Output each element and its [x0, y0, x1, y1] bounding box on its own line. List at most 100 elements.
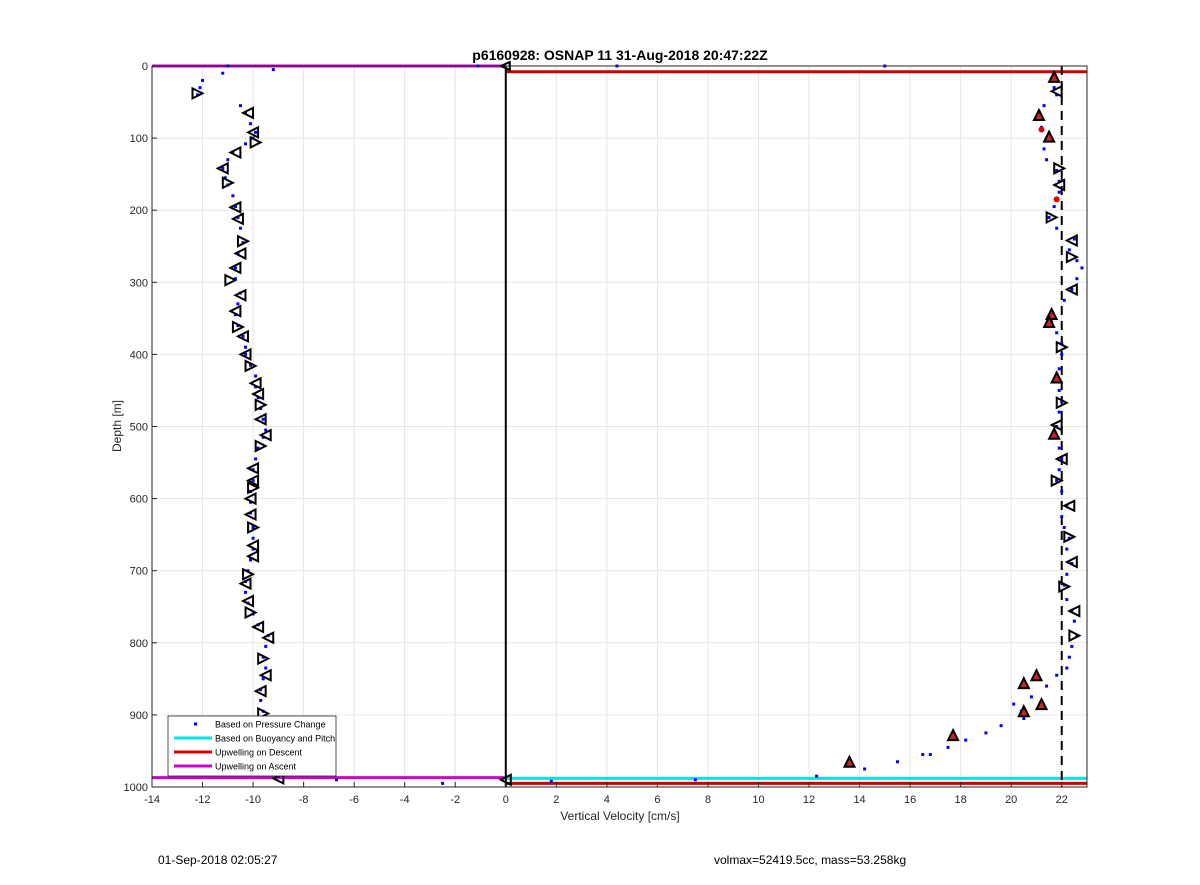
ascent-triangle-marker — [245, 538, 260, 553]
pressure-change-point — [244, 142, 247, 146]
pressure-change-point — [1060, 457, 1064, 461]
y-tick-label: 600 — [130, 494, 148, 506]
x-tick-label: -14 — [144, 794, 160, 806]
pressure-change-point — [815, 774, 819, 778]
ascent-triangle-marker — [236, 234, 251, 248]
pressure-change-point — [1080, 266, 1084, 270]
ascent-triangle-marker — [254, 439, 268, 453]
ascent-triangle-marker — [228, 200, 242, 214]
descent-triangle-marker — [1055, 396, 1069, 410]
pressure-change-point — [1065, 598, 1069, 602]
y-tick-label: 700 — [130, 566, 148, 578]
descent-triangle-marker — [1051, 178, 1066, 192]
ascent-triangle-marker — [258, 428, 272, 442]
pressure-change-point — [693, 778, 697, 782]
ascent-triangle-marker — [228, 304, 242, 318]
legend: Based on Pressure Change Based on Buoyanc… — [167, 715, 337, 777]
pressure-change-point — [256, 446, 260, 450]
ascent-triangle-marker — [250, 620, 265, 634]
descent-triangle-marker — [1067, 604, 1081, 618]
pressure-change-point — [251, 479, 255, 483]
ascent-triangle-marker — [228, 145, 242, 160]
ascent-triangle-marker — [238, 577, 252, 591]
ascent-triangle-marker — [235, 329, 249, 343]
pressure-change-point — [441, 781, 445, 785]
y-tick-label: 300 — [130, 277, 148, 289]
descent-triangle-marker — [1064, 555, 1078, 569]
pressure-change-point — [1057, 468, 1061, 472]
pressure-change-point — [1045, 158, 1049, 162]
ascent-triangle-marker — [245, 461, 260, 475]
y-tick-label: 800 — [130, 638, 148, 650]
pressure-change-point — [241, 334, 245, 338]
pressure-change-point — [198, 86, 202, 90]
pressure-change-point — [264, 428, 268, 432]
x-tick-label: 0 — [503, 794, 509, 806]
pressure-change-point — [895, 760, 899, 764]
ascent-triangle-marker — [224, 273, 238, 287]
ascent-triangle-marker — [257, 652, 271, 666]
pressure-change-point — [254, 130, 258, 134]
pressure-change-point — [271, 68, 275, 72]
legend-swatch-dot — [194, 722, 197, 726]
pressure-change-point — [259, 698, 263, 702]
pressure-change-point — [1042, 104, 1046, 108]
pressure-change-point — [1075, 259, 1079, 263]
ascent-triangle-marker — [243, 507, 257, 522]
ascent-triangle-marker — [244, 359, 258, 373]
ascent-triangle-marker — [250, 387, 265, 401]
y-tick-label: 900 — [130, 710, 148, 722]
pressure-change-point — [1072, 237, 1076, 241]
descent-triangle-marker — [1064, 282, 1078, 297]
pressure-change-point — [244, 590, 247, 594]
pressure-change-point — [1065, 504, 1069, 508]
pressure-change-point — [1065, 547, 1069, 551]
pressure-change-point — [1075, 634, 1079, 638]
x-tick-label: 8 — [705, 794, 711, 806]
x-tick-label: 18 — [955, 794, 967, 806]
pressure-change-point — [1042, 147, 1046, 151]
legend-label: Upwelling on Descent — [215, 748, 303, 758]
y-axis-label: Depth [m] — [110, 400, 124, 452]
pressure-change-point — [921, 753, 925, 757]
x-tick-label: 14 — [853, 794, 865, 806]
pressure-change-point — [201, 78, 205, 82]
pressure-change-point — [1029, 695, 1033, 699]
descent-red-marker — [1017, 704, 1031, 718]
x-tick-label: 6 — [654, 794, 660, 806]
ascent-triangle-marker — [240, 594, 255, 608]
descent-triangle-marker — [1058, 579, 1072, 594]
ascent-triangle-marker — [247, 481, 261, 495]
y-tick-label: 500 — [130, 422, 148, 434]
ascent-triangle-marker — [215, 161, 229, 176]
descent-red-marker — [842, 754, 857, 768]
pressure-change-point — [1057, 446, 1061, 450]
pressure-change-point — [1047, 215, 1051, 219]
descent-red-marker — [1047, 69, 1061, 83]
pressure-change-point — [233, 266, 237, 270]
ascent-triangle-marker — [245, 549, 260, 563]
pressure-change-point — [261, 417, 265, 421]
ascent-triangle-marker — [245, 473, 260, 488]
pressure-change-point — [1052, 86, 1056, 90]
descent-triangle-marker — [1053, 161, 1067, 176]
pressure-change-point — [999, 724, 1003, 728]
pressure-change-point — [231, 151, 235, 155]
descent-red-marker — [1047, 426, 1061, 440]
descent-red-marker — [1032, 107, 1046, 122]
pressure-change-point — [1062, 298, 1066, 302]
descent-triangle-marker — [1055, 340, 1069, 354]
ticks: -14 -12 -10 -8 -6 -4 -2 0 2 4 6 8 10 12 14 16 18 20 22 0 100… — [124, 61, 1068, 806]
ascent-triangle-marker — [258, 668, 272, 682]
pressure-change-point — [231, 194, 235, 198]
pressure-change-point — [1045, 684, 1049, 688]
descent-red-marker — [1042, 314, 1056, 328]
pressure-change-point — [1057, 410, 1061, 414]
descent-red-marker — [1034, 696, 1049, 711]
pressure-change-point — [1070, 288, 1074, 292]
ascent-triangle-marker — [261, 631, 275, 645]
descent-triangle-marker — [1045, 210, 1059, 225]
ascent-triangle-marker — [254, 398, 268, 412]
grid — [151, 65, 1087, 788]
